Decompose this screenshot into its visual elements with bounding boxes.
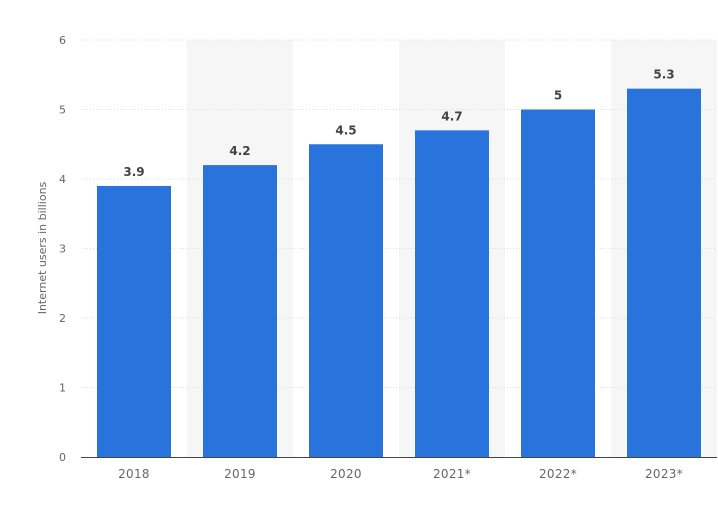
y-tick-label: 0 bbox=[59, 451, 66, 464]
bars bbox=[97, 88, 701, 458]
gridlines bbox=[81, 39, 717, 388]
bar[interactable] bbox=[203, 165, 277, 457]
bar[interactable] bbox=[521, 109, 595, 458]
x-tick-label: 2020 bbox=[330, 467, 362, 481]
value-label: 4.2 bbox=[229, 144, 250, 158]
x-tick-label: 2018 bbox=[118, 467, 150, 481]
y-axis-ticks: 0 1 2 3 4 5 6 bbox=[59, 34, 66, 464]
value-label: 5 bbox=[554, 89, 562, 103]
value-label: 3.9 bbox=[123, 165, 144, 179]
bar[interactable] bbox=[97, 185, 171, 457]
x-tick-label: 2023* bbox=[645, 467, 683, 481]
y-tick-label: 3 bbox=[59, 243, 66, 256]
y-tick-label: 5 bbox=[59, 104, 66, 117]
y-axis-title: Internet users in billions bbox=[36, 181, 49, 314]
x-axis-ticks: 2018 2019 2020 2021* 2022* 2023* bbox=[118, 467, 683, 481]
y-tick-label: 2 bbox=[59, 312, 66, 325]
bar[interactable] bbox=[415, 130, 489, 457]
y-tick-label: 1 bbox=[59, 382, 66, 395]
y-tick-label: 6 bbox=[59, 34, 66, 47]
y-tick-label: 4 bbox=[59, 173, 66, 186]
bar[interactable] bbox=[627, 88, 701, 458]
bar[interactable] bbox=[309, 144, 383, 457]
x-tick-label: 2022* bbox=[539, 467, 577, 481]
value-labels: 3.9 4.2 4.5 4.7 5 5.3 bbox=[123, 68, 674, 179]
x-tick-label: 2021* bbox=[433, 467, 471, 481]
value-label: 5.3 bbox=[653, 68, 674, 82]
value-label: 4.5 bbox=[335, 123, 356, 137]
x-tick-label: 2019 bbox=[224, 467, 256, 481]
value-label: 4.7 bbox=[441, 109, 462, 123]
